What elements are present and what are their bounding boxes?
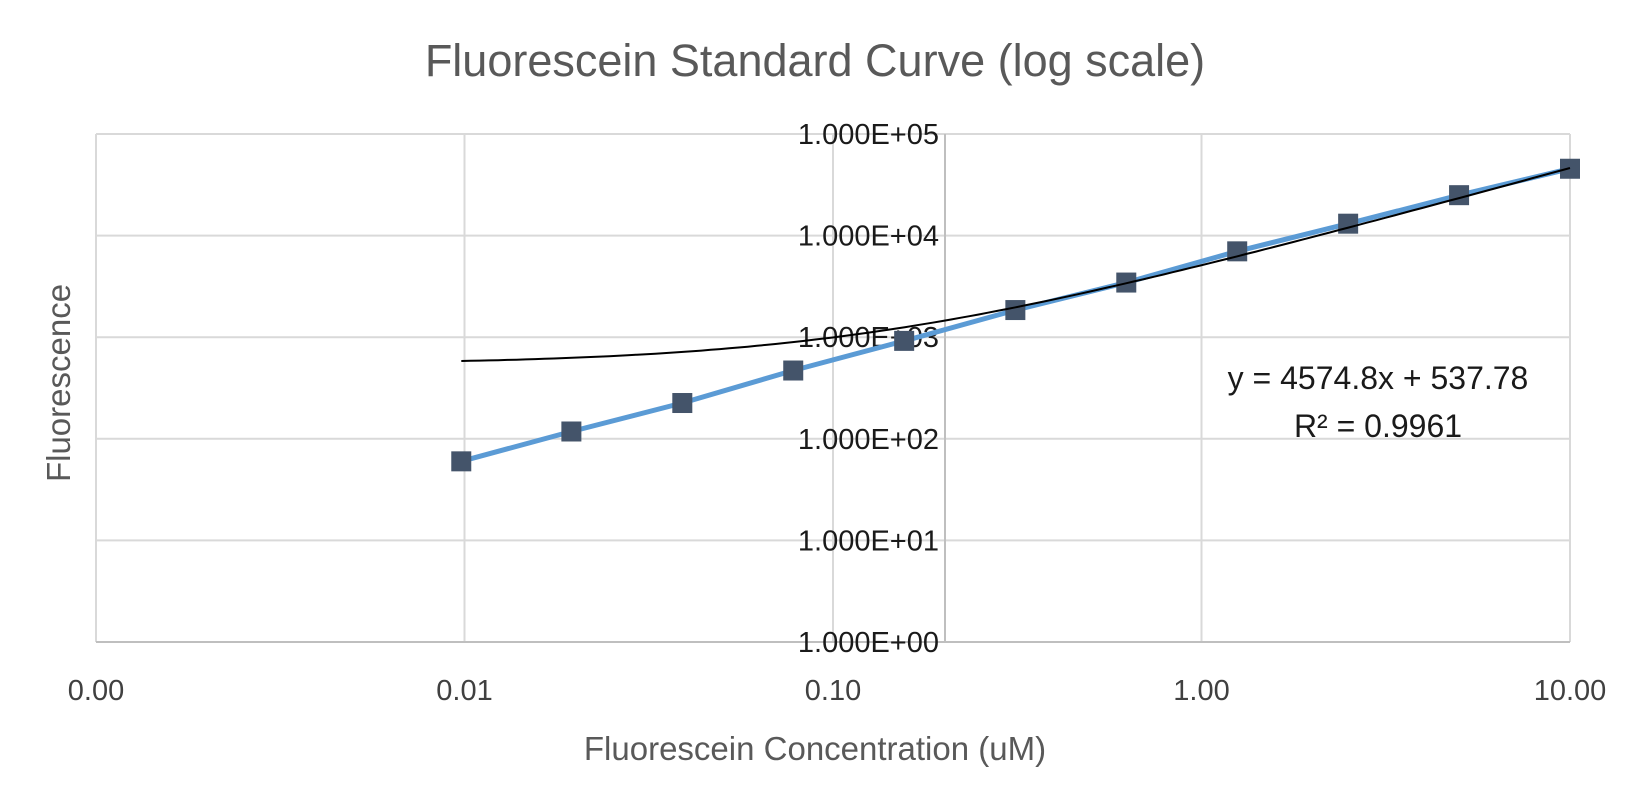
- trendline-layer: [461, 167, 1571, 362]
- x-tick-labels: 0.00 0.01 0.10 1.00 10.00: [68, 675, 1607, 707]
- trendline-r-squared: R² = 0.9961: [1294, 408, 1462, 444]
- y-tick-label: 1.000E+05: [798, 119, 939, 151]
- y-tick-label: 1.000E+02: [798, 424, 939, 456]
- data-point-marker: [1005, 300, 1026, 321]
- data-point-marker: [1449, 185, 1470, 206]
- data-point-marker: [1227, 241, 1248, 262]
- data-point-marker: [1338, 213, 1359, 234]
- y-axis-title: Fluorescence: [40, 284, 77, 482]
- data-point-marker: [894, 330, 915, 351]
- trendline: [461, 167, 1571, 362]
- y-tick-label: 1.000E+00: [798, 627, 939, 659]
- axes: [96, 134, 1570, 643]
- x-tick-label: 0.10: [805, 675, 861, 707]
- x-tick-label: 0.01: [436, 675, 492, 707]
- data-point-marker: [451, 451, 472, 472]
- y-tick-label: 1.000E+04: [798, 221, 939, 253]
- x-axis-title: Fluorescein Concentration (uM): [584, 730, 1046, 767]
- chart-title: Fluorescein Standard Curve (log scale): [425, 35, 1205, 86]
- data-series: [451, 158, 1580, 472]
- x-tick-label: 1.00: [1173, 675, 1229, 707]
- data-point-marker: [561, 421, 582, 442]
- y-tick-labels: 1.000E+001.000E+011.000E+021.000E+031.00…: [798, 119, 939, 659]
- data-point-marker: [672, 393, 693, 414]
- x-tick-label: 0.00: [68, 675, 124, 707]
- data-point-marker: [783, 360, 804, 381]
- trendline-equation: y = 4574.8x + 537.78: [1228, 360, 1529, 396]
- y-tick-label: 1.000E+01: [798, 525, 939, 557]
- x-tick-label: 10.00: [1534, 675, 1607, 707]
